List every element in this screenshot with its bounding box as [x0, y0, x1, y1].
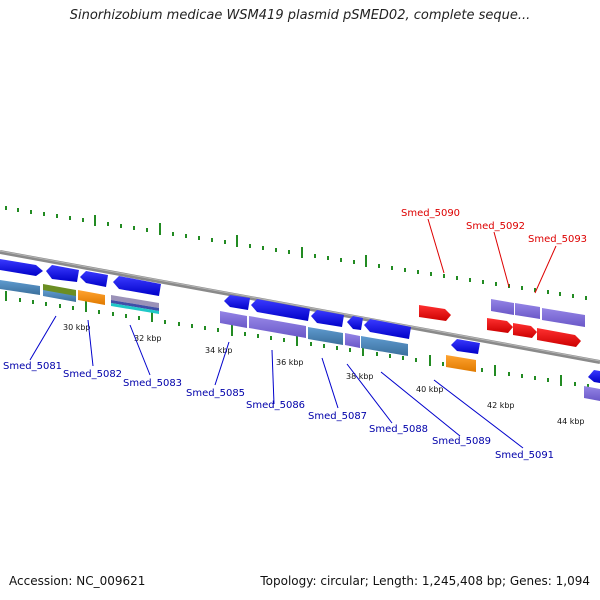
- outer-tick-track: [5, 206, 587, 300]
- gene-label-smed-5081[interactable]: Smed_5081: [3, 361, 62, 372]
- gene-arrow[interactable]: [251, 299, 310, 321]
- cds-bar[interactable]: [308, 327, 343, 345]
- cds-bar[interactable]: [345, 333, 360, 348]
- cds-bar[interactable]: [584, 386, 600, 401]
- gene-arrow[interactable]: [46, 265, 79, 282]
- gene-arrow[interactable]: [487, 318, 513, 333]
- scale-label: 42 kbp: [487, 401, 515, 410]
- scale-label: 32 kbp: [134, 334, 162, 343]
- scale-label: 36 kbp: [276, 358, 304, 367]
- topology-summary: Topology: circular; Length: 1,245,408 bp…: [260, 574, 590, 588]
- gene-label-smed-5092[interactable]: Smed_5092: [466, 221, 525, 232]
- gene-arrow[interactable]: [537, 328, 581, 347]
- cds-bar[interactable]: [111, 300, 159, 311]
- gene-arrow[interactable]: [419, 305, 451, 321]
- gene-label-smed-5082[interactable]: Smed_5082: [63, 369, 122, 380]
- gene-arrow[interactable]: [0, 259, 43, 276]
- cds-bar[interactable]: [446, 355, 476, 372]
- gene-label-smed-5088[interactable]: Smed_5088: [369, 424, 428, 435]
- cds-bar[interactable]: [542, 308, 585, 327]
- gene-arrow[interactable]: [113, 276, 161, 296]
- cds-bar[interactable]: [491, 299, 514, 315]
- gene-arrow[interactable]: [588, 370, 600, 383]
- scale-label: 34 kbp: [205, 346, 233, 355]
- gene-label-smed-5087[interactable]: Smed_5087: [308, 411, 367, 422]
- map-title: Sinorhizobium medicae WSM419 plasmid pSM…: [69, 8, 531, 23]
- gene-arrow[interactable]: [513, 323, 537, 338]
- scale-label: 30 kbp: [63, 323, 91, 332]
- scale-label: 38 kbp: [346, 372, 374, 381]
- plus-strand-features[interactable]: [0, 259, 600, 383]
- accession-text: Accession: NC_009621: [9, 574, 146, 588]
- gene-arrow[interactable]: [364, 319, 411, 339]
- cds-bar[interactable]: [0, 280, 40, 295]
- gene-label-smed-5089[interactable]: Smed_5089: [432, 436, 491, 447]
- cds-bar[interactable]: [220, 311, 247, 328]
- highlight-features[interactable]: [419, 305, 581, 347]
- cds-bar[interactable]: [43, 290, 76, 302]
- cds-bar[interactable]: [515, 303, 540, 319]
- gene-label-smed-5090[interactable]: Smed_5090: [401, 208, 460, 219]
- gene-label-smed-5086[interactable]: Smed_5086: [246, 400, 305, 411]
- label-leaders: [29, 218, 557, 449]
- gene-label-smed-5083[interactable]: Smed_5083: [123, 378, 182, 389]
- cds-bar[interactable]: [111, 295, 159, 308]
- gene-arrow[interactable]: [451, 339, 480, 354]
- scale-label: 40 kbp: [416, 385, 444, 394]
- gene-arrow[interactable]: [311, 310, 344, 327]
- gene-label-smed-5085[interactable]: Smed_5085: [186, 388, 245, 399]
- cds-bars[interactable]: [0, 280, 600, 401]
- gene-label-smed-5093[interactable]: Smed_5093: [528, 234, 587, 245]
- cds-bar[interactable]: [249, 316, 306, 338]
- cds-bar[interactable]: [361, 336, 408, 356]
- genome-backbone: [0, 250, 600, 364]
- cds-bar[interactable]: [111, 303, 159, 314]
- scale-label: 44 kbp: [557, 417, 585, 426]
- gene-arrow[interactable]: [347, 316, 363, 330]
- gene-arrow[interactable]: [224, 295, 250, 310]
- gene-label-smed-5091[interactable]: Smed_5091: [495, 450, 554, 461]
- cds-bar[interactable]: [78, 290, 105, 305]
- gene-arrow[interactable]: [80, 271, 108, 287]
